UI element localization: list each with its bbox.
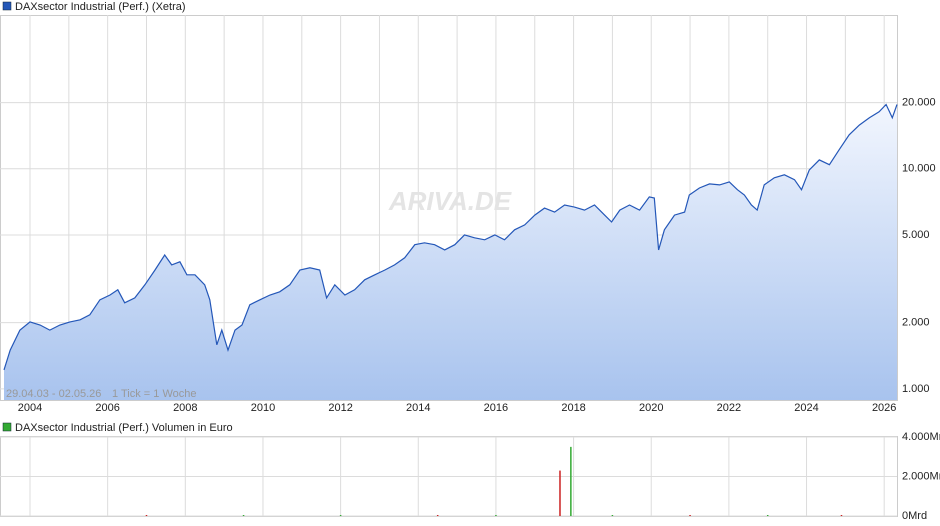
volume-bar [611, 515, 614, 516]
x-tick-label: 2004 [18, 402, 42, 414]
x-tick-label: 2010 [251, 402, 275, 414]
tick-note: 1 Tick = 1 Woche [112, 388, 196, 400]
volume-bar [559, 470, 561, 516]
volume-bar [840, 515, 843, 516]
x-tick-label: 2024 [794, 402, 818, 414]
volume-bar [436, 515, 439, 516]
volume-bar [495, 515, 497, 516]
y-tick-label: 2.000 [902, 317, 930, 329]
price-area [4, 104, 897, 400]
y-tick-label: 20.000 [902, 96, 936, 108]
watermark: ARIVA.DE [388, 186, 512, 216]
x-tick-label: 2012 [328, 402, 352, 414]
x-tick-label: 2006 [95, 402, 119, 414]
date-range: 29.04.03 - 02.05.26 [6, 388, 101, 400]
volume-bar [766, 515, 769, 516]
volume-bar [570, 446, 572, 516]
price-line [3, 103, 898, 371]
x-tick-label: 2018 [561, 402, 585, 414]
x-tick-label: 2014 [406, 402, 430, 414]
y-tick-label: 1.000 [902, 383, 930, 395]
x-tick-label: 2008 [173, 402, 197, 414]
volume-bar [145, 515, 148, 516]
chart-title: DAXsector Industrial (Perf.) Volumen in … [15, 422, 233, 434]
y-tick-label: 10.000 [902, 163, 936, 175]
legend-swatch [2, 422, 12, 432]
x-tick-label: 2026 [872, 402, 896, 414]
x-tick-label: 2020 [639, 402, 663, 414]
y-tick-label: 5.000 [902, 229, 930, 241]
legend-swatch [2, 1, 12, 11]
x-tick-label: 2016 [484, 402, 508, 414]
x-tick-label: 2022 [717, 402, 741, 414]
volume-bar [339, 515, 342, 516]
chart-title: DAXsector Industrial (Perf.) (Xetra) [15, 1, 186, 13]
y-tick-label: 0Mrd [902, 510, 927, 522]
volume-bar [689, 515, 691, 516]
volume-bar [242, 515, 245, 516]
